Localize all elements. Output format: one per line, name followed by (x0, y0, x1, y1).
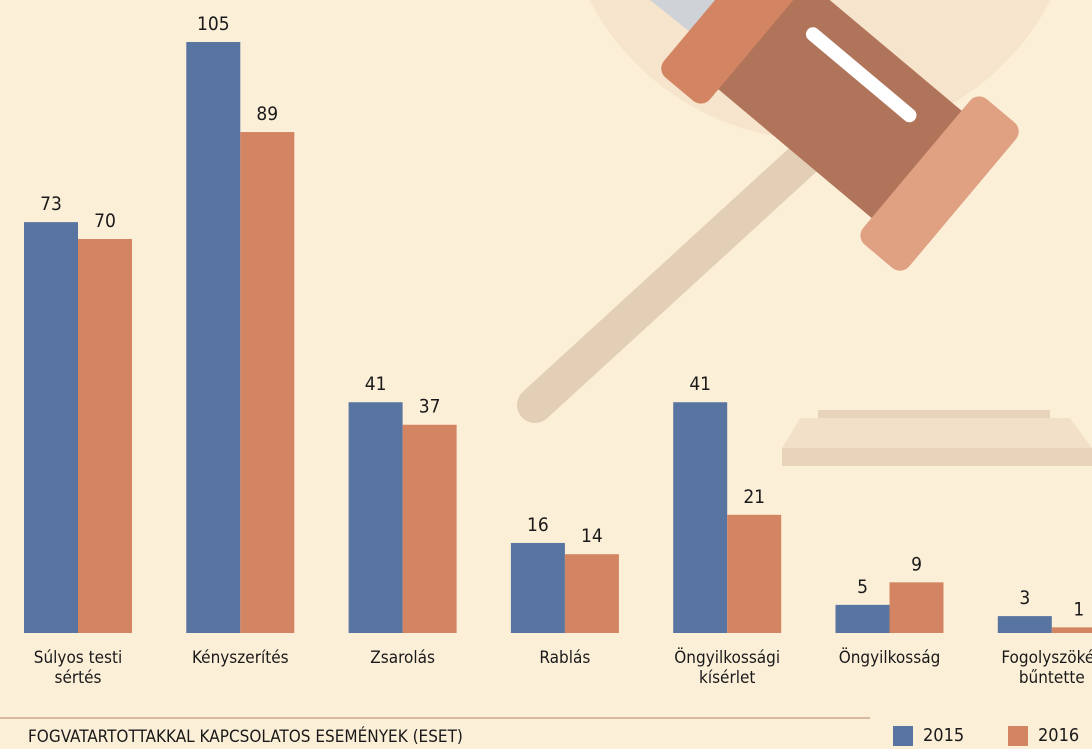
legend-label: 2015 (923, 725, 965, 746)
bar (24, 222, 78, 633)
bar (673, 402, 728, 633)
x-tick-label: Súlyos testi sértés (33, 648, 123, 688)
bar (240, 132, 295, 634)
x-tick-label: Rablás (539, 648, 591, 668)
data-label: 89 (256, 103, 278, 125)
bar (78, 239, 132, 633)
x-tick-label: Fogolyszökés bűntette (1001, 648, 1092, 688)
chart-title: FOGVATARTOTTAKKAL KAPCSOLATOS ESEMÉNYEK … (28, 727, 463, 747)
bar (564, 554, 619, 633)
x-tick-label: Zsarolás (370, 648, 435, 668)
data-label: 3 (1019, 587, 1030, 609)
data-label: 70 (94, 210, 116, 232)
data-label: 9 (911, 553, 922, 575)
bar (348, 402, 403, 633)
data-label: 37 (419, 396, 441, 418)
data-label: 14 (581, 525, 603, 547)
x-tick-label: Kényszerítés (191, 648, 289, 668)
bar (1051, 627, 1092, 633)
data-label: 21 (743, 486, 765, 508)
bar (727, 514, 782, 633)
x-tick-label: Öngyilkosság (838, 648, 941, 668)
data-label: 73 (40, 193, 62, 215)
data-label: 16 (527, 514, 549, 536)
bar (997, 616, 1052, 633)
legend-swatch (893, 726, 913, 746)
data-label: 5 (857, 576, 868, 598)
bar (186, 42, 241, 633)
bar (402, 424, 457, 633)
legend-label: 2016 (1038, 725, 1080, 746)
gavel-decoration (517, 0, 1092, 466)
bar (510, 542, 565, 633)
bar (835, 604, 890, 633)
bar (889, 582, 944, 633)
legend-swatch (1008, 726, 1028, 746)
data-label: 1 (1073, 598, 1084, 620)
x-tick-label: Öngyilkossági kísérlet (674, 648, 781, 688)
data-label: 41 (365, 373, 387, 395)
data-label: 105 (197, 13, 230, 35)
data-label: 41 (689, 373, 711, 395)
